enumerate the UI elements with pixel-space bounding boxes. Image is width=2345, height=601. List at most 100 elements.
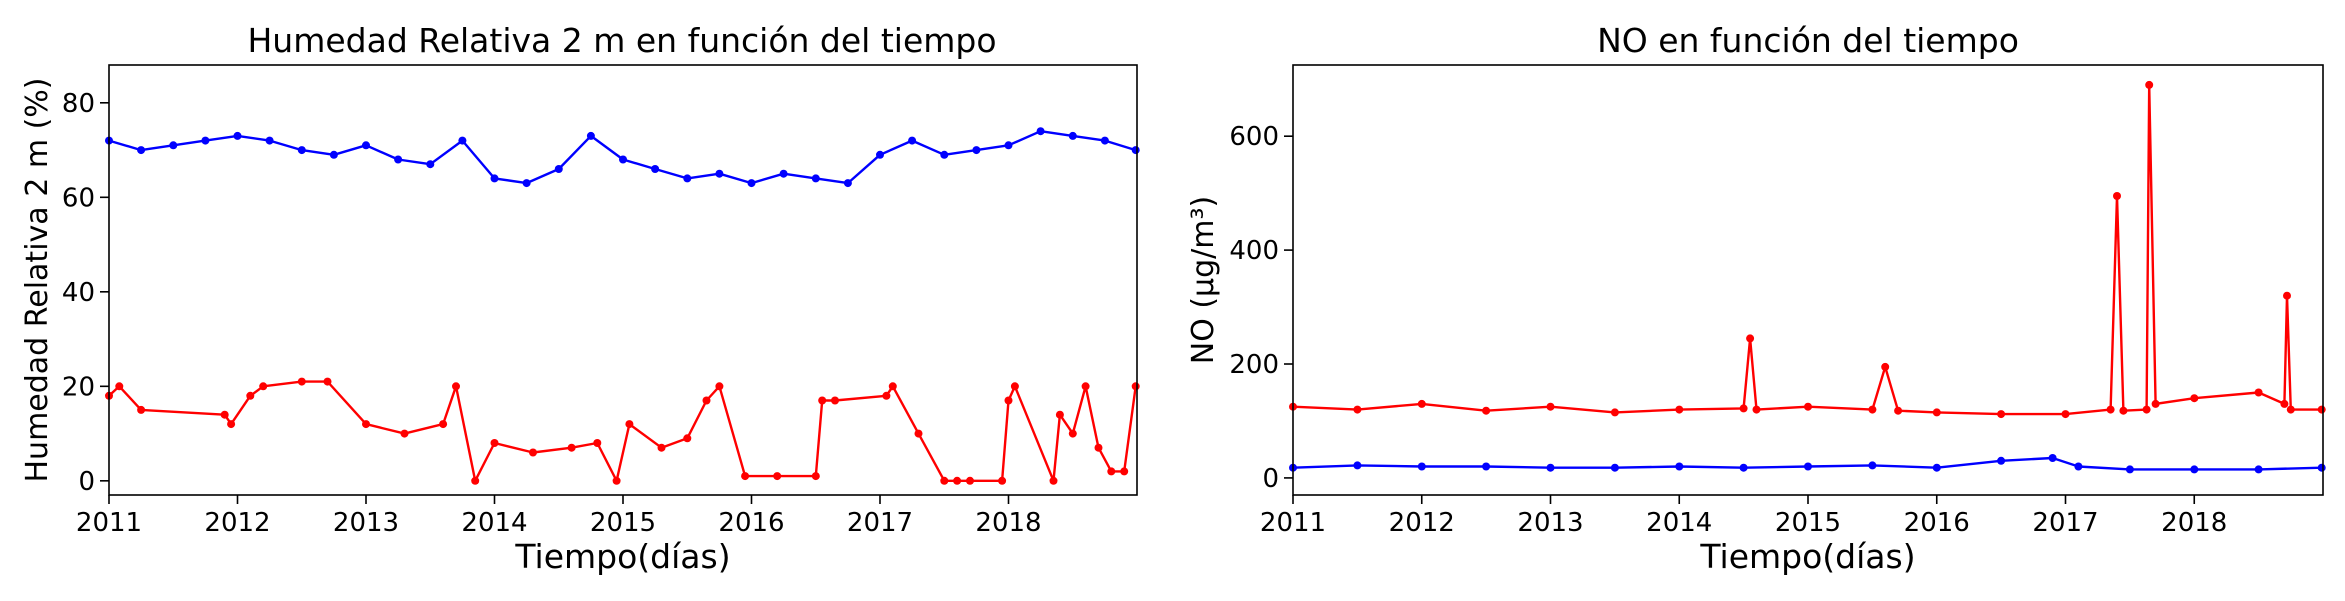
data-point [400, 429, 409, 438]
data-point [715, 382, 724, 391]
y-axis-ticks: 0 200 400 600 [1229, 122, 1293, 494]
data-point [233, 131, 242, 140]
x-axis-ticks: 2011 2012 2013 2014 2015 2016 2017 2018 [1260, 495, 2227, 538]
data-point [169, 141, 178, 150]
data-point [1894, 406, 1903, 415]
data-point [439, 420, 448, 429]
data-point [567, 443, 576, 452]
plot-frame [1292, 64, 2324, 496]
data-point [1675, 462, 1684, 471]
x-tick-label: 2014 [461, 508, 527, 538]
data-point [329, 150, 338, 159]
data-point [1868, 461, 1877, 470]
data-point [1932, 463, 1941, 472]
data-point [1546, 463, 1555, 472]
data-point [1081, 382, 1090, 391]
data-point [625, 420, 634, 429]
data-point [522, 179, 531, 188]
data-point [2254, 388, 2263, 397]
data-point [811, 174, 820, 183]
data-point [297, 377, 306, 386]
x-tick-label: 2017 [847, 508, 913, 538]
data-point [2145, 80, 2154, 89]
x-axis-ticks: 2011 2012 2013 2014 2015 2016 2017 2018 [76, 495, 1042, 538]
data-point [2061, 410, 2070, 419]
x-axis-label: Tiempo(días) [1699, 537, 1915, 576]
data-point [1068, 131, 1077, 140]
data-point [2142, 405, 2151, 414]
data-point [1997, 410, 2006, 419]
series-line-1 [1292, 456, 2322, 471]
data-point [115, 382, 124, 391]
data-point [490, 174, 499, 183]
data-point [683, 174, 692, 183]
x-tick-label: 2011 [1260, 508, 1326, 538]
data-point [1610, 463, 1619, 472]
data-point [471, 476, 480, 485]
data-point [1868, 405, 1877, 414]
data-point [426, 160, 435, 169]
x-tick-label: 2011 [76, 508, 142, 538]
data-point [1107, 467, 1116, 476]
data-point [1353, 461, 1362, 470]
data-point [1417, 399, 1426, 408]
data-point [1353, 405, 1362, 414]
data-point [619, 155, 627, 164]
data-point [227, 420, 236, 429]
data-point [1049, 476, 1058, 485]
y-tick-label: 0 [78, 467, 95, 497]
data-point [2125, 465, 2134, 474]
data-point [137, 405, 146, 414]
y-axis-ticks: 0 20 40 60 80 [62, 89, 109, 497]
y-tick-label: 80 [62, 89, 95, 119]
x-tick-label: 2016 [718, 508, 784, 538]
data-point [246, 391, 255, 400]
chart-title: Humedad Relativa 2 m en función del tiem… [247, 21, 996, 60]
series-line-0 [1292, 83, 2322, 416]
y-tick-label: 60 [62, 183, 95, 213]
data-point [779, 169, 788, 178]
data-point [1036, 127, 1045, 136]
plot-frame [108, 64, 1138, 496]
data-point [593, 439, 602, 447]
y-axis-label: NO (μg/m³) [1186, 196, 1221, 365]
data-point [1610, 408, 1619, 417]
x-axis-label: Tiempo(días) [514, 537, 730, 576]
data-point [1675, 405, 1684, 414]
data-point [1131, 146, 1140, 155]
data-point [1739, 463, 1748, 472]
data-point [2106, 405, 2115, 414]
y-tick-label: 0 [1262, 464, 1279, 494]
data-point [1482, 462, 1491, 471]
x-tick-label: 2013 [333, 508, 399, 538]
data-point [394, 155, 403, 164]
data-point [137, 146, 146, 155]
data-point [259, 382, 268, 391]
data-point [2113, 192, 2121, 200]
x-tick-label: 2013 [1517, 508, 1583, 538]
data-point [1120, 467, 1129, 476]
y-tick-label: 20 [62, 372, 95, 402]
data-point [940, 150, 949, 159]
data-point [490, 439, 499, 447]
data-point [1881, 362, 1890, 371]
chart-humedad: Humedad Relativa 2 m en función del tiem… [20, 21, 1140, 576]
data-point [2151, 399, 2160, 408]
data-point [220, 410, 229, 419]
data-point [452, 382, 460, 391]
data-point [458, 136, 467, 145]
x-tick-label: 2014 [1646, 508, 1712, 538]
data-point [201, 136, 210, 145]
data-point [966, 476, 974, 485]
plot-area-series [1289, 80, 2326, 474]
data-point [972, 146, 981, 155]
data-point [2317, 463, 2326, 472]
data-point [773, 472, 782, 481]
data-point [683, 434, 692, 443]
data-point [940, 476, 949, 485]
data-point [1004, 141, 1013, 150]
data-point [651, 165, 660, 173]
data-point [1010, 382, 1019, 391]
data-point [362, 141, 370, 150]
data-point [529, 448, 537, 457]
